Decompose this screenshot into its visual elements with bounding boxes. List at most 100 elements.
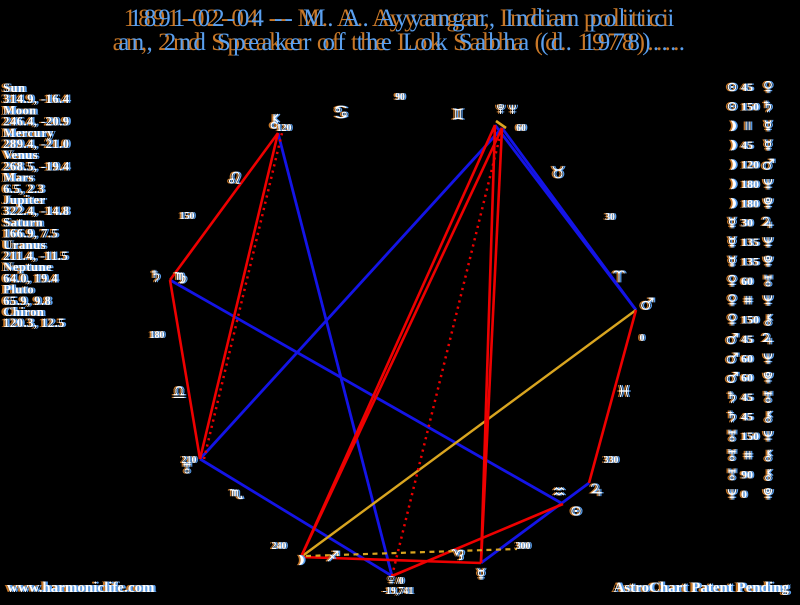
svg-text:Venus: Venus	[5, 147, 40, 162]
svg-text:180: 180	[743, 196, 761, 210]
svg-text:30: 30	[739, 216, 751, 230]
svg-text:289.4, -21.0: 289.4, -21.0	[5, 136, 71, 151]
svg-text:300: 300	[517, 541, 532, 552]
svg-text:30: 30	[603, 212, 613, 223]
svg-text:330: 330	[604, 455, 619, 466]
svg-text:180: 180	[743, 177, 761, 191]
svg-text:Venus: Venus	[1, 147, 36, 162]
svg-text:150: 150	[743, 429, 761, 443]
svg-text:Mercury: Mercury	[3, 125, 54, 140]
svg-text:45: 45	[741, 80, 753, 94]
svg-text:Chiron: Chiron	[3, 304, 45, 319]
svg-text:268.5, -19.4: 268.5, -19.4	[1, 158, 68, 173]
svg-text:Sun: Sun	[1, 80, 24, 95]
svg-text:246.4, -20.9: 246.4, -20.9	[5, 114, 72, 129]
svg-text:210: 210	[182, 455, 197, 466]
svg-text:60: 60	[739, 351, 751, 365]
svg-text:Jupiter: Jupiter	[3, 192, 46, 207]
svg-text:45: 45	[743, 409, 755, 423]
svg-text:-19,741: -19,741	[383, 586, 414, 597]
svg-text:268.5, -19.4: 268.5, -19.4	[5, 158, 72, 173]
svg-text:Chiron: Chiron	[1, 304, 43, 319]
svg-text:45: 45	[741, 138, 753, 152]
svg-text:300: 300	[516, 541, 531, 552]
svg-text:1891-02-04 -- M. A. Ayyangar,: 1891-02-04 -- M. A. Ayyangar, Indian pol…	[124, 5, 671, 32]
svg-text:150: 150	[741, 99, 759, 113]
svg-text:30: 30	[605, 212, 615, 223]
svg-text:Neptune: Neptune	[5, 259, 54, 274]
svg-text:60: 60	[741, 274, 753, 288]
svg-text:246.4, -20.9: 246.4, -20.9	[3, 114, 70, 129]
svg-text:Neptune: Neptune	[1, 259, 50, 274]
svg-text:30: 30	[607, 212, 617, 223]
svg-text:65.9, 9.8: 65.9, 9.8	[3, 293, 51, 308]
svg-text:289.4, -21.0: 289.4, -21.0	[3, 136, 69, 151]
svg-text:211.4, -11.5: 211.4, -11.5	[3, 248, 68, 263]
svg-text:120.3, 12.5: 120.3, 12.5	[5, 315, 67, 330]
svg-text:90: 90	[743, 468, 755, 482]
svg-text:45: 45	[739, 332, 751, 346]
svg-text:www.harmoniclife.com: www.harmoniclife.com	[5, 580, 153, 596]
svg-text:150: 150	[739, 313, 757, 327]
svg-text:65.9, 9.8: 65.9, 9.8	[1, 293, 49, 308]
svg-text:166.9, 7.5: 166.9, 7.5	[5, 226, 60, 241]
svg-text:90: 90	[741, 468, 753, 482]
svg-text:322.4, -14.8: 322.4, -14.8	[5, 203, 72, 218]
svg-text:Moon: Moon	[3, 102, 37, 117]
svg-text:Saturn: Saturn	[3, 214, 44, 229]
svg-text:45: 45	[741, 332, 753, 346]
svg-text:120: 120	[743, 158, 761, 172]
svg-text:135: 135	[739, 235, 757, 249]
svg-text:6.5, 2.3: 6.5, 2.3	[3, 181, 45, 196]
svg-text:150: 150	[743, 99, 761, 113]
svg-text:314.9, -16.4: 314.9, -16.4	[1, 91, 68, 106]
svg-text:180: 180	[151, 330, 166, 341]
svg-text:166.9, 7.5: 166.9, 7.5	[1, 226, 56, 241]
svg-text:180: 180	[148, 330, 163, 341]
svg-text:180: 180	[741, 196, 759, 210]
svg-text:45: 45	[739, 138, 751, 152]
svg-text:211.4, -11.5: 211.4, -11.5	[5, 248, 70, 263]
svg-text:-19,741: -19,741	[384, 586, 415, 597]
svg-text:150: 150	[741, 429, 759, 443]
svg-text:322.4, -14.8: 322.4, -14.8	[3, 203, 70, 218]
svg-text:135: 135	[739, 254, 757, 268]
svg-text:150: 150	[741, 313, 759, 327]
svg-text:Moon: Moon	[1, 102, 35, 117]
svg-text:/0: /0	[393, 576, 402, 587]
svg-text:/0: /0	[395, 576, 404, 587]
svg-text:60: 60	[743, 351, 755, 365]
svg-text:60: 60	[743, 371, 755, 385]
svg-text:120.3, 12.5: 120.3, 12.5	[1, 315, 63, 330]
svg-text:300: 300	[514, 541, 529, 552]
svg-text:30: 30	[741, 216, 753, 230]
svg-text:AstroChart Patent Pending: AstroChart Patent Pending	[613, 580, 789, 596]
svg-text:150: 150	[181, 211, 196, 222]
svg-text:0: 0	[638, 333, 643, 344]
svg-text:6.5, 2.3: 6.5, 2.3	[1, 181, 43, 196]
svg-text:1891-02-04 -- M. A. Ayyangar,: 1891-02-04 -- M. A. Ayyangar, Indian pol…	[129, 5, 676, 32]
svg-text:268.5, -19.4: 268.5, -19.4	[3, 158, 70, 173]
svg-text:120: 120	[278, 123, 293, 134]
svg-text:AstroChart Patent Pending: AstroChart Patent Pending	[611, 580, 787, 596]
svg-text:60: 60	[516, 123, 526, 134]
svg-text:60: 60	[739, 371, 751, 385]
svg-text:120: 120	[277, 123, 292, 134]
svg-text:60: 60	[741, 371, 753, 385]
svg-text:45: 45	[743, 332, 755, 346]
svg-text:246.4, -20.9: 246.4, -20.9	[1, 114, 68, 129]
svg-text:Uranus: Uranus	[3, 237, 46, 252]
svg-text:240: 240	[273, 541, 288, 552]
svg-text:64.0, 19.4: 64.0, 19.4	[3, 270, 58, 285]
svg-text:322.4, -14.8: 322.4, -14.8	[1, 203, 68, 218]
svg-text:45: 45	[743, 138, 755, 152]
svg-text:64.0, 19.4: 64.0, 19.4	[1, 270, 56, 285]
svg-text:Mars: Mars	[1, 170, 32, 185]
svg-text:240: 240	[270, 541, 285, 552]
svg-text:Mars: Mars	[3, 170, 34, 185]
svg-text:Uranus: Uranus	[1, 237, 44, 252]
svg-text:135: 135	[743, 254, 761, 268]
svg-text:120: 120	[739, 158, 757, 172]
svg-text:Jupiter: Jupiter	[5, 192, 48, 207]
svg-text:45: 45	[741, 390, 753, 404]
